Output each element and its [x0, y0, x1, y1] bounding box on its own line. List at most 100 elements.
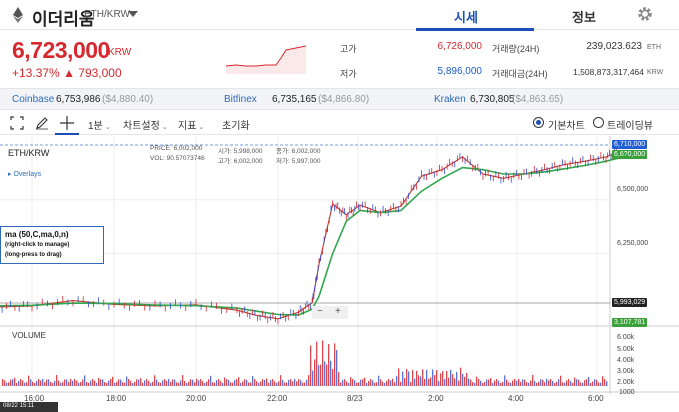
volume-bar [316, 341, 318, 386]
crosshair-icon[interactable] [60, 116, 74, 130]
volume-bar [196, 378, 198, 386]
x-tick-label: 4:00 [508, 394, 524, 403]
volume-bar [502, 381, 504, 386]
amount-value: 1,508,873,317,464 [573, 67, 644, 77]
volume-bar [536, 382, 538, 386]
exchange-name-bitfinex[interactable]: Bitfinex [224, 94, 257, 105]
volume-bar [576, 379, 578, 386]
amount-label: 거래대금(24H) [492, 69, 548, 79]
overlays-toggle[interactable]: ▸ Overlays [8, 171, 42, 178]
volume-bar [274, 381, 276, 386]
volume-bar [476, 376, 478, 386]
basic-chart-label[interactable]: 기본차트 [548, 121, 585, 132]
coin-pair[interactable]: ETH/KRW [84, 9, 130, 20]
volume-bar [100, 379, 102, 386]
volume-bar [590, 382, 592, 386]
volume-bar [106, 382, 108, 386]
volume-bar [564, 382, 566, 386]
volume-bar [190, 379, 192, 386]
price-chart[interactable]: ETH/KRW PRICE: 6,002,000 VOL: 90.5707374… [0, 136, 679, 412]
volume-bar [162, 380, 164, 386]
volume-bar [554, 382, 556, 386]
volume-bar [306, 379, 308, 386]
tradingview-radio[interactable] [593, 117, 604, 128]
volume-bar [280, 375, 282, 386]
ohlc-close-label: 종가: [276, 148, 290, 155]
basic-chart-radio[interactable] [533, 117, 544, 128]
volume-bar [90, 380, 92, 386]
pencil-icon[interactable] [35, 116, 49, 130]
tradingview-label[interactable]: 트레이딩뷰 [607, 121, 653, 132]
volume-bar [278, 381, 280, 386]
volume-bar [470, 379, 472, 386]
volume-bar [582, 382, 584, 386]
ohlc-open-label: 시가: [218, 148, 232, 155]
volume-bar [2, 379, 4, 386]
chart-canvas[interactable] [0, 136, 679, 412]
volume-bar [132, 382, 134, 386]
volume-bar [238, 377, 240, 386]
volume-bar [186, 382, 188, 386]
volume-bar [88, 382, 90, 386]
volume-bar [366, 382, 368, 386]
volume-bar [376, 382, 378, 386]
volume-bar [428, 378, 430, 386]
volume-bar [542, 379, 544, 386]
x-tick-label: 2:00 [428, 394, 444, 403]
volume-bar [344, 379, 346, 386]
volume-bar [478, 379, 480, 386]
tab-market[interactable]: 시세 [454, 10, 478, 25]
volume-bar [500, 382, 502, 386]
volume-bar [216, 380, 218, 386]
volume-bar [520, 381, 522, 386]
chevron-down-icon: ⌄ [104, 124, 111, 131]
x-tick-label: 16:00 [24, 394, 45, 403]
price-unit: KRW [108, 47, 132, 58]
volume-bar [348, 382, 350, 386]
volume-bar [182, 375, 184, 386]
volume-bar [232, 382, 234, 386]
volume-bar [32, 381, 34, 386]
volume-bar [124, 382, 126, 386]
volume-bar [82, 379, 84, 386]
volume-bar [604, 379, 606, 386]
volume-bar [552, 380, 554, 386]
volume-bar [544, 382, 546, 386]
volume-bar [4, 380, 6, 386]
exchange-name-kraken[interactable]: Kraken [434, 94, 466, 105]
volume-bar [602, 376, 604, 386]
coin-dropdown-caret-icon[interactable] [128, 11, 138, 17]
tab-info[interactable]: 정보 [572, 10, 596, 25]
crosshair-price-tag: 5,993,029 [612, 298, 648, 307]
indicators-menu[interactable]: 지표 ⌄ [178, 117, 204, 132]
coin-name[interactable]: 이더리움 [32, 10, 95, 29]
volume-bar [224, 377, 226, 386]
exchange-usd-bitfinex: ($4,866.80) [318, 94, 370, 105]
zoom-out-button[interactable]: − [317, 306, 323, 317]
price-change: +13.37% ▲ 793,000 [12, 66, 122, 80]
volume-bar [272, 379, 274, 386]
volume-bar [596, 379, 598, 386]
gear-icon[interactable] [636, 5, 654, 23]
ma-indicator-box[interactable]: ma (50,C,ma,0,n) (right-click to manage)… [0, 226, 104, 264]
volume-bar [228, 379, 230, 386]
volume-bar [588, 377, 590, 386]
exchange-name-coinbase[interactable]: Coinbase [12, 94, 55, 105]
volume-bar [438, 381, 440, 386]
volume-bar [102, 379, 104, 386]
chart-symbol: ETH/KRW [8, 148, 50, 158]
chart-settings-menu[interactable]: 차트설정 ⌄ [123, 117, 168, 132]
interval-select[interactable]: 1분 ⌄ [88, 117, 111, 132]
ohlc-low-label: 저가: [276, 158, 290, 165]
volume-bar [204, 382, 206, 386]
fullscreen-icon[interactable] [10, 116, 24, 130]
volume-bar [270, 380, 272, 386]
volume-bar [440, 373, 442, 386]
zoom-control: − + [312, 306, 348, 319]
volume-bar [420, 376, 422, 386]
volume-bar [122, 382, 124, 386]
overlays-label: Overlays [13, 171, 42, 178]
zoom-in-button[interactable]: + [335, 306, 341, 317]
reset-button[interactable]: 초기화 [222, 121, 250, 132]
volume-bar [8, 382, 10, 386]
